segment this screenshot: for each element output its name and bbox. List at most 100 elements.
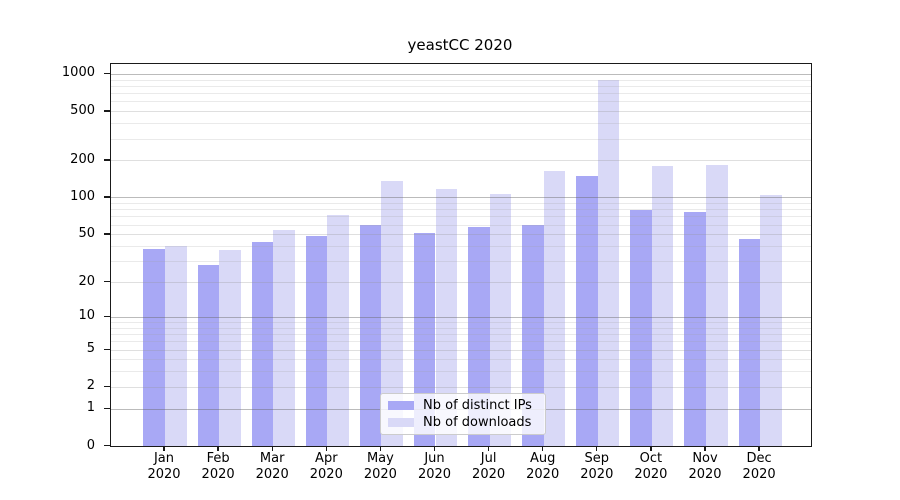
x-tick-mark-feb: [217, 446, 219, 451]
gridline-20: [111, 282, 811, 284]
y-tick-label-5: 5: [86, 341, 95, 356]
bar-downloads-aug: [543, 170, 566, 446]
x-tick-label-apr: Apr 2020: [309, 451, 343, 482]
y-tick-label-50: 50: [78, 225, 95, 241]
gridline-30: [111, 261, 811, 263]
legend-item-distinct-ips: Nb of distinct IPs: [381, 398, 545, 413]
y-tick-mark-20: [104, 281, 110, 283]
bar-downloads-sep: [597, 79, 620, 446]
bar-downloads-may: [381, 181, 403, 446]
gridline-70: [111, 216, 811, 218]
bar-distinct-ips-jan: [143, 248, 165, 446]
bar-distinct-ips-dec: [738, 238, 761, 446]
bar-downloads-apr: [327, 214, 349, 446]
bar-downloads-nov: [706, 165, 728, 446]
bar-downloads-jan: [165, 246, 187, 446]
gridline-600: [111, 101, 811, 103]
gridline-6: [111, 341, 811, 343]
y-tick-mark-500: [104, 110, 110, 112]
gridline-900: [111, 79, 811, 81]
y-tick-mark-1: [104, 407, 110, 410]
plot-area: Nb of distinct IPs Nb of downloads: [110, 63, 812, 447]
gridline-40: [111, 246, 811, 247]
y-tick-label-0: 0: [86, 437, 95, 453]
x-tick-label-aug: Aug 2020: [526, 451, 560, 482]
bar-downloads-oct: [651, 166, 674, 446]
gridline-3: [111, 371, 811, 373]
gridline-4: [111, 359, 811, 361]
x-tick-label-jun: Jun 2020: [417, 451, 452, 482]
y-tick-label-1000: 1000: [61, 65, 95, 81]
legend-swatch-distinct-ips: [388, 400, 414, 410]
x-tick-label-jan: Jan 2020: [147, 451, 181, 482]
bar-distinct-ips-sep: [576, 175, 598, 446]
x-tick-label-nov: Nov 2020: [688, 451, 722, 482]
x-tick-mark-jan: [163, 446, 165, 451]
gridline-300: [111, 138, 811, 140]
y-tick-mark-200: [104, 159, 110, 161]
x-tick-label-oct: Oct 2020: [634, 451, 668, 482]
gridline-100: [111, 197, 811, 199]
x-tick-label-mar: Mar 2020: [255, 451, 289, 482]
gridline-2: [111, 386, 811, 388]
x-tick-mark-jun: [433, 446, 436, 451]
x-tick-label-jul: Jul 2020: [472, 451, 506, 482]
x-tick-mark-dec: [758, 446, 760, 451]
y-tick-label-10: 10: [78, 308, 95, 324]
x-tick-mark-mar: [271, 446, 273, 451]
gridline-500: [111, 111, 811, 113]
x-tick-label-may: May 2020: [363, 451, 397, 482]
x-tick-mark-nov: [704, 446, 706, 451]
bar-downloads-feb: [219, 250, 241, 446]
x-tick-label-dec: Dec 2020: [742, 451, 776, 482]
x-tick-mark-aug: [542, 446, 544, 451]
legend-label-distinct-ips: Nb of distinct IPs: [423, 397, 532, 413]
bar-distinct-ips-apr: [305, 236, 328, 446]
x-tick-label-sep: Sep 2020: [580, 451, 614, 482]
gridline-90: [111, 203, 811, 205]
y-tick-mark-10: [104, 315, 110, 318]
gridline-800: [111, 85, 811, 87]
x-tick-mark-apr: [325, 446, 327, 451]
y-tick-label-2: 2: [86, 378, 95, 394]
y-tick-mark-0: [104, 445, 110, 447]
y-tick-label-500: 500: [70, 102, 95, 118]
legend: Nb of distinct IPs Nb of downloads: [380, 393, 546, 435]
chart-title: yeastCC 2020: [407, 36, 513, 54]
bar-distinct-ips-mar: [251, 242, 274, 446]
gridline-7: [111, 334, 811, 336]
x-tick-label-feb: Feb 2020: [201, 451, 235, 482]
y-tick-mark-1000: [104, 72, 110, 75]
x-tick-mark-jul: [487, 446, 490, 451]
gridline-1000: [111, 73, 811, 75]
y-tick-label-1: 1: [86, 400, 95, 416]
gridline-9: [111, 322, 811, 323]
gridline-400: [111, 123, 811, 125]
bar-distinct-ips-nov: [684, 212, 706, 446]
legend-label-downloads: Nb of downloads: [423, 415, 532, 431]
bar-distinct-ips-jun: [413, 233, 436, 446]
x-tick-mark-may: [379, 446, 382, 451]
gridline-50: [111, 234, 811, 236]
x-tick-mark-sep: [596, 446, 598, 451]
gridline-80: [111, 209, 811, 211]
bar-downloads-jun: [435, 188, 458, 446]
y-tick-mark-50: [104, 233, 110, 235]
y-tick-mark-2: [104, 385, 110, 388]
x-tick-mark-oct: [650, 446, 652, 451]
gridline-200: [111, 160, 811, 162]
legend-item-downloads: Nb of downloads: [381, 415, 545, 430]
y-tick-label-100: 100: [70, 188, 95, 204]
y-tick-mark-5: [104, 348, 110, 350]
bar-distinct-ips-oct: [630, 210, 652, 446]
y-tick-label-20: 20: [78, 273, 95, 289]
bar-distinct-ips-jul: [468, 227, 490, 446]
legend-swatch-downloads: [388, 418, 414, 428]
gridline-8: [111, 327, 811, 329]
bar-distinct-ips-aug: [522, 224, 544, 446]
gridline-10: [111, 316, 811, 318]
bar-downloads-jul: [489, 194, 512, 446]
bar-distinct-ips-may: [359, 224, 382, 446]
gridline-60: [111, 224, 811, 226]
